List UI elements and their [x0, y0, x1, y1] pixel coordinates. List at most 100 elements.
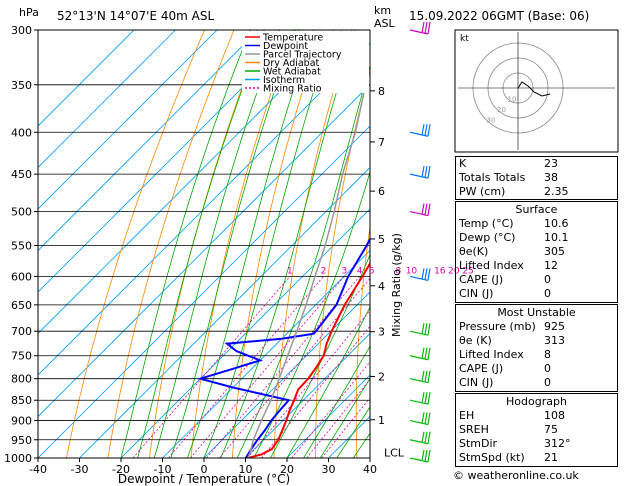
- row-label: θe(K): [459, 245, 489, 258]
- row-value: 108: [544, 409, 565, 422]
- x-tick-label: -20: [112, 463, 130, 476]
- wind-barb-flag: [421, 412, 425, 424]
- mixing-ratio-label: 25: [462, 266, 473, 276]
- wind-barb-flag: [427, 124, 431, 137]
- hodograph-frame: [454, 29, 619, 153]
- table-row: Totals Totals 38: [456, 171, 617, 185]
- row-value: 2.35: [544, 185, 569, 198]
- hodograph-ring-label: 10: [508, 96, 517, 104]
- km-tick-label: 4: [378, 280, 385, 293]
- row-value: 75: [544, 423, 558, 436]
- lcl-label: LCL: [384, 447, 405, 460]
- background-lines: [38, 30, 370, 458]
- hodograph-kt-label: kt: [460, 34, 469, 44]
- x-tick-label: -30: [71, 463, 89, 476]
- isotherm-line: [245, 332, 370, 458]
- dry-adiabat-line: [107, 30, 235, 458]
- row-label: Pressure (mb): [459, 320, 536, 333]
- isotherm-line: [38, 30, 342, 335]
- legend-label: Dry Adiabat: [263, 58, 320, 69]
- isotherm-line: [38, 30, 301, 293]
- row-value: 312°: [544, 437, 571, 450]
- mixing-ratio-label: 16: [434, 266, 446, 276]
- series-temperature: [247, 261, 370, 458]
- surface-title: Surface: [515, 203, 558, 216]
- wind-barb-flag: [424, 166, 428, 178]
- mixing-ratio-labels: 1 2 3 4 5 8 10 16 20 25: [287, 266, 474, 276]
- km-tick-label: 6: [378, 185, 385, 198]
- mixing-ratio-label: 5: [369, 266, 375, 276]
- mixing-ratio-label: 20: [448, 266, 460, 276]
- axes: 3003504004505005506006507007508008509009…: [4, 24, 405, 476]
- table-row: CIN (J) 0: [456, 287, 617, 301]
- mixing-ratio-label: 10: [406, 266, 418, 276]
- x-tick-label: 0: [201, 463, 208, 476]
- y-tick-label: 850: [11, 394, 32, 407]
- isotherm-line: [38, 30, 259, 252]
- legend-label: Parcel Trajectory: [263, 50, 342, 61]
- table-row: EH 108: [456, 409, 617, 423]
- row-value: 10.1: [544, 231, 569, 244]
- row-label: Totals Totals: [459, 171, 526, 184]
- location-label: 52°13'N 14°07'E 40m ASL: [57, 9, 214, 23]
- legend-label: Isotherm: [263, 75, 305, 86]
- wind-barb-flag: [424, 392, 428, 404]
- x-tick-label: 30: [322, 463, 336, 476]
- table-row: SREH 75: [456, 423, 617, 437]
- y-tick-label: 600: [11, 270, 32, 283]
- y-tick-label: 400: [11, 126, 32, 139]
- wet-adiabat-line: [286, 306, 370, 458]
- row-value: 0: [544, 273, 551, 286]
- row-label: StmSpd (kt): [459, 451, 525, 464]
- copyright[interactable]: © weatheronline.co.uk: [453, 469, 579, 482]
- mixing-ratio-axis-title: Mixing Ratio (g/kg): [390, 233, 403, 337]
- legend-box: [242, 31, 369, 93]
- x-tick-label: 20: [280, 463, 294, 476]
- mixing-ratio-line: [168, 276, 324, 458]
- legend-label: Wet Adiabat: [263, 67, 321, 78]
- table-row: CIN (J) 0: [456, 376, 617, 390]
- isotherm-line: [286, 374, 370, 458]
- km-tick-label: 5: [378, 233, 385, 246]
- y-tick-label: 1000: [4, 452, 32, 465]
- row-value: 23: [544, 157, 558, 170]
- isotherm-line: [38, 30, 218, 210]
- row-label: CIN (J): [459, 287, 494, 300]
- row-label: CIN (J): [459, 376, 494, 389]
- series-dewpoint: [196, 236, 370, 458]
- wind-barb-flag: [427, 268, 431, 281]
- wind-barb-flag: [427, 166, 431, 179]
- isotherm-line: [79, 166, 370, 458]
- table-row: StmSpd (kt) 21: [456, 451, 617, 465]
- wind-barbs: [409, 21, 431, 463]
- most-unstable-table: Most Unstable Pressure (mb) 925 θe (K) 313 L…: [455, 304, 618, 392]
- wind-barb-flag: [424, 268, 428, 280]
- row-label: CAPE (J): [459, 273, 504, 286]
- isotherm-line: [38, 125, 370, 458]
- mixing-ratio-line: [247, 309, 370, 458]
- km-tick-label: 7: [378, 136, 385, 149]
- row-label: K: [459, 157, 467, 170]
- mixing-ratio-line: [132, 276, 291, 458]
- wind-barb-flag: [421, 370, 425, 382]
- row-value: 313: [544, 334, 565, 347]
- km-tick-label: 8: [378, 85, 385, 98]
- wind-barb-flag: [421, 21, 425, 33]
- wind-barb-flag: [427, 323, 431, 336]
- wind-barb-flag: [427, 347, 431, 360]
- wind-barb-flag: [427, 449, 431, 463]
- legend-label: Dewpoint: [263, 41, 308, 52]
- row-label: CAPE (J): [459, 362, 504, 375]
- x-tick-label: 40: [363, 463, 377, 476]
- indices-table: K 23 Totals Totals 38 PW (cm) 2.35: [455, 156, 618, 200]
- table-row: PW (cm) 2.35: [456, 185, 617, 199]
- table-row: θe(K) 305: [456, 245, 617, 259]
- wind-barb-flag: [421, 392, 425, 404]
- wind-barb-flag: [421, 431, 425, 443]
- row-label: PW (cm): [459, 185, 506, 198]
- table-row: StmDir 312°: [456, 437, 617, 451]
- wind-barb-flag: [424, 21, 428, 34]
- row-label: SREH: [459, 423, 489, 436]
- wind-barb-flag: [427, 370, 431, 383]
